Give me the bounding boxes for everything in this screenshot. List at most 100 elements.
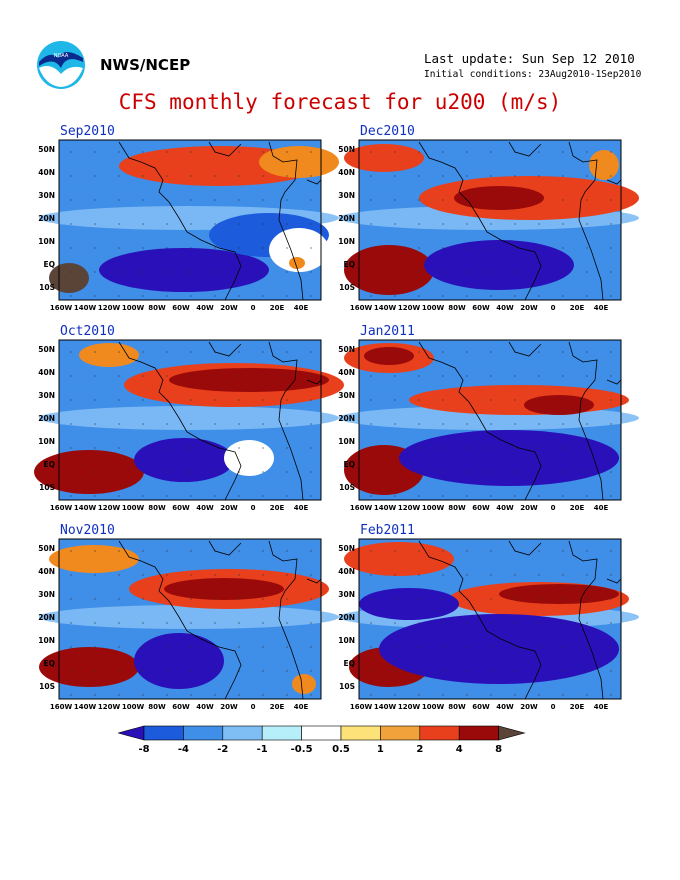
forecast-map: 50N 40N 30N 20N 10N EQ 10S 160W 140W 120W 100W 80W 6… (338, 139, 639, 312)
lat-label: 50N (338, 544, 355, 553)
panel-label: Feb2011 (360, 523, 415, 538)
contour-blob (379, 614, 619, 684)
contour-blob (224, 440, 274, 476)
initial-conditions: Initial conditions: 23Aug2010-1Sep2010 (424, 69, 642, 80)
contour-blob (134, 633, 224, 689)
lon-label: 140W (74, 504, 97, 512)
lon-label: 40W (496, 304, 514, 312)
lat-label: 40N (338, 368, 355, 377)
lon-label: 20E (570, 504, 585, 512)
last-update: Last update: Sun Sep 12 2010 (424, 51, 635, 66)
lon-label: 140W (74, 304, 97, 312)
lat-label: 30N (338, 590, 355, 599)
lat-label: 50N (38, 145, 55, 154)
colorbar-label: 2 (416, 744, 423, 755)
lon-label: 20W (220, 504, 238, 512)
colorbar-swatch (261, 725, 302, 741)
lat-label: 30N (38, 191, 55, 200)
lon-label: 40E (594, 703, 609, 711)
contour-blob (169, 368, 329, 392)
lat-label: 50N (338, 145, 355, 154)
svg-text:NOAA: NOAA (54, 53, 69, 59)
coastline (418, 341, 622, 501)
lon-label: 40W (196, 703, 214, 711)
lon-label: 40W (496, 703, 514, 711)
lon-label: 120W (98, 304, 121, 312)
panel-label: Nov2010 (60, 523, 115, 538)
lat-label: 40N (38, 567, 55, 576)
lat-label: 30N (38, 391, 55, 400)
colorbar-swatch (301, 725, 342, 741)
colorbar-label: 1 (377, 744, 384, 755)
contour-blob (164, 578, 284, 600)
lon-label: 160W (350, 304, 373, 312)
contour-blob (134, 438, 234, 482)
lon-label: 20W (520, 703, 538, 711)
lon-label: 20W (220, 304, 238, 312)
lat-label: 10S (39, 283, 55, 292)
lon-label: 20E (270, 304, 285, 312)
forecast-map: 50N 40N 30N 20N 10N EQ 10S 160W 140W 120W 100W 80W 6… (38, 139, 339, 312)
lon-label: 40E (594, 304, 609, 312)
lat-label: EQ (44, 460, 56, 469)
lon-label: 20E (570, 304, 585, 312)
panel-label: Sep2010 (60, 124, 115, 139)
contour-blob (424, 240, 574, 290)
lon-label: 140W (374, 504, 397, 512)
lat-label: EQ (44, 260, 56, 269)
colorbar-label: -1 (257, 744, 268, 755)
lon-label: 0 (551, 304, 556, 312)
lat-label: EQ (344, 659, 356, 668)
colorbar-swatch (380, 725, 421, 741)
page-title: CFS monthly forecast for u200 (m/s) (118, 90, 562, 114)
lon-label: 20E (270, 504, 285, 512)
lon-label: 100W (422, 703, 445, 711)
lat-label: 10S (39, 682, 55, 691)
lon-label: 60W (172, 304, 190, 312)
colorbar-label: -2 (217, 744, 228, 755)
contour-blob (289, 257, 305, 269)
lat-label: 20N (338, 214, 355, 223)
lon-label: 80W (148, 703, 166, 711)
contour-blob (344, 542, 454, 576)
panel-label: Dec2010 (360, 124, 415, 139)
lon-label: 80W (148, 504, 166, 512)
lon-label: 0 (251, 304, 256, 312)
coastline (118, 341, 322, 501)
light-band (39, 605, 339, 629)
noaa-logo: NOAA (37, 41, 85, 89)
lon-label: 20W (520, 504, 538, 512)
contour-blob (499, 584, 619, 604)
lat-label: 10N (338, 237, 355, 246)
lon-label: 160W (350, 504, 373, 512)
lon-label: 80W (448, 504, 466, 512)
contour-blob (359, 588, 459, 620)
panel-label: Jan2011 (360, 324, 415, 339)
contour-blob (39, 647, 139, 687)
lat-label: 20N (38, 414, 55, 423)
colorbar-swatch (340, 725, 381, 741)
lon-label: 40E (294, 703, 309, 711)
contour-blob (259, 146, 339, 178)
lon-label: 40E (294, 504, 309, 512)
lat-label: 10S (339, 283, 355, 292)
lon-label: 0 (251, 504, 256, 512)
lon-label: 60W (472, 504, 490, 512)
lat-label: 50N (38, 345, 55, 354)
lon-label: 100W (122, 504, 145, 512)
lat-label: 50N (338, 345, 355, 354)
contour-blob (292, 674, 316, 694)
coastline (118, 141, 322, 301)
forecast-map: 50N 40N 30N 20N 10N EQ 10S 160W 140W 120W 100W 80W 6… (338, 538, 639, 711)
coastline (418, 540, 622, 700)
colorbar-label: -8 (138, 744, 149, 755)
lat-label: 10N (38, 237, 55, 246)
lon-label: 40E (294, 304, 309, 312)
lon-label: 80W (448, 703, 466, 711)
colorbar-label: 0.5 (332, 744, 350, 755)
forecast-map: 50N 40N 30N 20N 10N EQ 10S 160W 140W 120W 100W 80W 6… (34, 339, 344, 512)
coastline (118, 540, 322, 700)
lat-label: 40N (338, 567, 355, 576)
contour-blob (524, 395, 594, 415)
lon-label: 60W (172, 703, 190, 711)
